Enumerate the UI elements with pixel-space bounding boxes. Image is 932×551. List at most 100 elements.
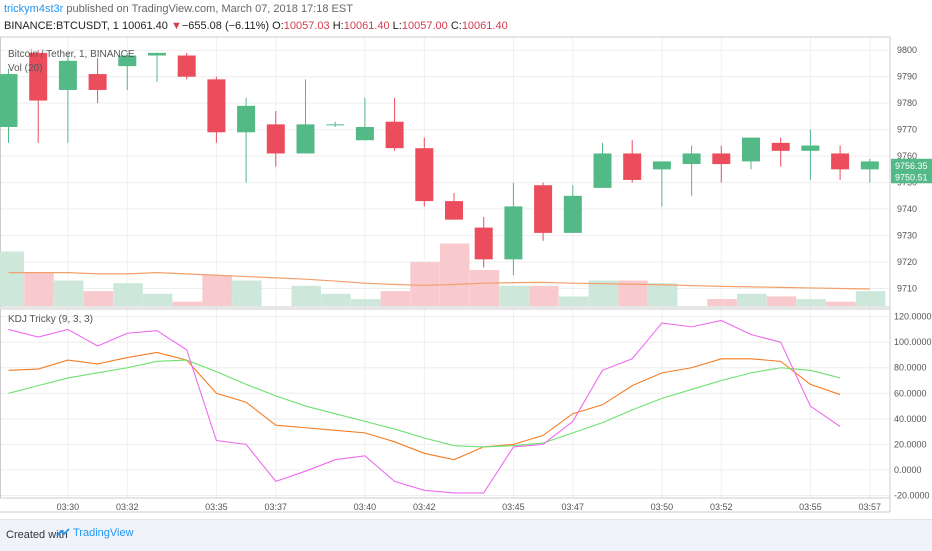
price-tick-label: 9780 [897, 98, 917, 108]
volume-bar [529, 285, 559, 306]
candle-body [831, 153, 850, 170]
candle [207, 76, 226, 143]
tradingview-link[interactable]: TradingView [56, 527, 134, 539]
kdj-d-line [8, 359, 841, 448]
candle [860, 158, 879, 183]
candle [355, 97, 374, 141]
candle-body [445, 201, 463, 220]
candle-body [860, 161, 879, 170]
candle-body [355, 127, 374, 141]
volume-bar [558, 296, 589, 306]
time-tick-label: 03:50 [651, 502, 674, 512]
candle [88, 58, 107, 104]
candle-body [385, 121, 404, 149]
kdj-tick-label: 100.0000 [894, 337, 932, 347]
time-tick-label: 03:47 [562, 502, 585, 512]
tradingview-logo-icon [56, 528, 70, 537]
volume-bar [53, 280, 84, 306]
volume-bar [350, 299, 381, 306]
candle-body [148, 52, 166, 56]
series-legend: Bitcoin / Tether, 1, BINANCE [8, 49, 135, 60]
candle-body [58, 60, 77, 90]
volume-bar [24, 272, 54, 306]
time-tick-label: 03:35 [205, 502, 228, 512]
kdj-tick-label: -20.0000 [894, 490, 930, 500]
open-label: O: [272, 20, 284, 32]
volume-bar [172, 301, 203, 306]
volume-bar [647, 283, 678, 306]
candle-body [88, 74, 107, 90]
candle [58, 52, 77, 143]
candle [148, 52, 166, 82]
volume-legend: Vol (20) [8, 63, 42, 74]
volume-bar [826, 301, 856, 306]
candle-body [326, 124, 345, 126]
candle [29, 50, 48, 143]
kdj-tick-label: 120.0000 [894, 312, 932, 322]
candle-body [177, 55, 196, 77]
price-tick-label: 9740 [897, 204, 917, 214]
price-tick-label: 9790 [897, 72, 917, 82]
price-chart[interactable]: 9710972097309740975097609770978097909800… [0, 0, 932, 519]
candle [593, 142, 612, 188]
candle-body [593, 153, 612, 188]
volume-bar [113, 283, 143, 306]
kdj-j-line [8, 319, 841, 494]
candle [326, 121, 345, 127]
candle-body [682, 153, 701, 165]
candle [296, 79, 315, 154]
volume-bar [855, 291, 886, 306]
candle [771, 137, 790, 167]
candle [445, 193, 463, 220]
time-tick-label: 03:52 [710, 502, 733, 512]
time-tick-label: 03:45 [502, 502, 525, 512]
candle [385, 97, 404, 151]
time-tick-label: 03:57 [859, 502, 882, 512]
candle [742, 137, 760, 170]
candle [415, 137, 434, 207]
candle [177, 52, 196, 80]
time-tick-label: 03:30 [57, 502, 80, 512]
candle [712, 145, 731, 183]
volume-bar [766, 296, 797, 306]
candle [504, 182, 523, 276]
candle-body [623, 153, 642, 180]
kdj-legend: KDJ Tricky (9, 3, 3) [8, 314, 93, 325]
candle-body [504, 206, 523, 260]
price-tick-label: 9710 [897, 283, 917, 293]
low-label: L: [392, 20, 402, 32]
volume-bar [291, 285, 321, 306]
ohlc-line: BINANCE:BTCUSDT, 1 10061.40 ▼−655.08 (−6… [4, 20, 508, 32]
open-value: 10057.03 [283, 20, 330, 32]
current-price-label: 9750.51 [895, 172, 928, 182]
kdj-k-line [8, 351, 841, 461]
author-link[interactable]: trickym4st3r [4, 3, 64, 15]
current-price-label: 9756.35 [895, 161, 928, 171]
candle-body [29, 52, 48, 101]
volume-bar [588, 280, 618, 306]
price-change: −655.08 (−6.11%) [181, 20, 270, 32]
volume-bar [0, 251, 24, 306]
kdj-tick-label: 20.0000 [894, 439, 927, 449]
tradingview-brand: TradingView [73, 527, 134, 539]
volume-bar [499, 285, 529, 306]
candle-body [712, 153, 731, 165]
close-label: C: [450, 20, 462, 32]
volume-bar [469, 269, 500, 306]
candle-body [534, 185, 553, 233]
candle-body [563, 195, 582, 233]
volume-ma-line [8, 271, 870, 290]
candle-body [474, 227, 493, 260]
price-tick-label: 9800 [897, 45, 917, 55]
kdj-tick-label: 40.0000 [894, 414, 927, 424]
time-tick-label: 03:32 [116, 502, 139, 512]
high-label: H: [332, 20, 344, 32]
volume-bar [202, 275, 232, 306]
candle-body [652, 161, 671, 170]
candle [266, 111, 285, 167]
candle [682, 145, 701, 196]
candle-body [415, 148, 434, 202]
candle-body [801, 145, 820, 151]
volume-bar [707, 299, 737, 306]
candle [0, 68, 18, 143]
